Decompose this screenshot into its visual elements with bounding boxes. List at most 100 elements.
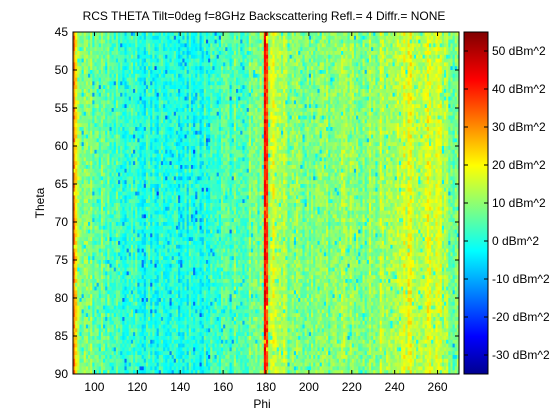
heatmap-cell (139, 343, 143, 348)
heatmap-cell (145, 51, 149, 56)
heatmap-cell (103, 275, 106, 280)
heatmap-cell (107, 66, 110, 71)
heatmap-cell (135, 89, 138, 94)
heatmap-cell (156, 298, 160, 303)
heatmap-cell (175, 237, 179, 242)
heatmap-cell (175, 248, 179, 253)
heatmap-cell (85, 366, 89, 371)
heatmap-cell (124, 301, 128, 306)
heatmap-cell (141, 111, 145, 116)
heatmap-cell (73, 32, 76, 37)
heatmap-cell (85, 229, 89, 234)
heatmap-cell (88, 256, 91, 261)
heatmap-cell (111, 32, 115, 37)
heatmap-cell (90, 301, 93, 306)
heatmap-cell (96, 271, 100, 276)
heatmap-cell (105, 191, 108, 196)
heatmap-cell (188, 339, 192, 344)
heatmap-cell (128, 301, 132, 306)
heatmap-cell (128, 225, 132, 230)
heatmap-cell (152, 111, 155, 116)
heatmap-cell (186, 191, 190, 196)
heatmap-cell (165, 77, 168, 82)
heatmap-cell (175, 370, 179, 374)
heatmap-cell (81, 85, 85, 90)
heatmap-cell (111, 358, 115, 363)
heatmap-cell (150, 47, 153, 52)
heatmap-cell (100, 51, 104, 56)
heatmap-cell (188, 157, 192, 162)
heatmap-cell (186, 119, 190, 124)
heatmap-cell (175, 203, 179, 208)
heatmap-cell (141, 92, 145, 97)
heatmap-cell (77, 260, 80, 265)
heatmap-cell (107, 343, 110, 348)
heatmap-cell (145, 108, 149, 113)
heatmap-cell (175, 313, 179, 318)
heatmap-cell (148, 355, 151, 360)
heatmap-cell (79, 260, 82, 265)
heatmap-cell (81, 142, 85, 147)
heatmap-cell (115, 206, 119, 211)
heatmap-cell (163, 214, 166, 219)
heatmap-cell (75, 149, 78, 154)
heatmap-cell (81, 104, 85, 109)
heatmap-cell (171, 343, 175, 348)
heatmap-cell (139, 301, 143, 306)
heatmap-cell (81, 100, 85, 105)
heatmap-cell (182, 184, 185, 189)
heatmap-cell (135, 290, 138, 295)
heatmap-cell (75, 339, 78, 344)
heatmap-cell (137, 229, 140, 234)
heatmap-cell (137, 39, 140, 44)
heatmap-cell (111, 89, 115, 94)
heatmap-cell (137, 119, 140, 124)
heatmap-cell (165, 313, 168, 318)
heatmap-cell (139, 96, 143, 101)
heatmap-cell (75, 35, 78, 40)
heatmap-cell (128, 241, 132, 246)
heatmap-cell (85, 100, 89, 105)
heatmap-cell (165, 279, 168, 284)
heatmap-cell (73, 138, 76, 143)
heatmap-cell (100, 96, 104, 101)
heatmap-cell (111, 47, 115, 52)
heatmap-cell (180, 320, 183, 325)
heatmap-cell (88, 115, 91, 120)
heatmap-cell (135, 54, 138, 59)
heatmap-cell (126, 153, 130, 158)
heatmap-cell (81, 218, 85, 223)
heatmap-cell (175, 206, 179, 211)
heatmap-cell (152, 146, 155, 151)
heatmap-cell (98, 241, 102, 246)
heatmap-cell (83, 237, 87, 242)
heatmap-cell (169, 279, 173, 284)
heatmap-cell (143, 244, 147, 249)
heatmap-cell (73, 70, 76, 75)
heatmap-cell (167, 172, 170, 177)
heatmap-cell (111, 180, 115, 185)
heatmap-cell (120, 317, 123, 322)
heatmap-cell (167, 153, 170, 158)
heatmap-cell (152, 336, 155, 341)
heatmap-cell (105, 294, 108, 299)
heatmap-cell (83, 134, 87, 139)
heatmap-cell (124, 313, 128, 318)
heatmap-cell (118, 73, 121, 78)
heatmap-cell (160, 85, 164, 90)
heatmap-cell (158, 81, 162, 86)
heatmap-cell (73, 320, 76, 325)
heatmap-cell (130, 362, 134, 367)
heatmap-cell (126, 203, 130, 208)
heatmap-cell (85, 165, 89, 170)
heatmap-cell (96, 134, 100, 139)
heatmap-cell (178, 347, 181, 352)
heatmap-cell (73, 332, 76, 337)
heatmap-cell (167, 225, 170, 230)
heatmap-cell (154, 366, 158, 371)
heatmap-cell (109, 241, 112, 246)
heatmap-cell (139, 62, 143, 67)
heatmap-cell (188, 108, 192, 113)
heatmap-cell (184, 290, 188, 295)
heatmap-cell (130, 66, 134, 71)
